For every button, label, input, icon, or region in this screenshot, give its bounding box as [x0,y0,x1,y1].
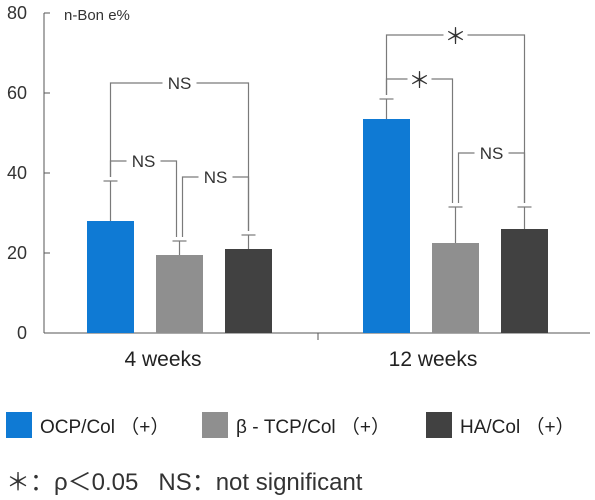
y-tick-label: 80 [7,3,27,23]
y-tick-label: 0 [17,323,27,343]
bar [225,249,272,333]
legend-swatch-ha-col [426,412,452,438]
significance-label-gap [198,174,233,180]
significance-label: NS [132,152,156,171]
significance-label: ＊ [444,24,466,49]
y-tick-label: 60 [7,83,27,103]
significance-label-gap [443,32,468,38]
significance-label-gap [126,158,161,164]
legend-label-beta-tcp-col: β - TCP/Col （+） [236,416,390,438]
legend-swatch-ocp-col [6,412,32,438]
bar [363,119,410,333]
bar [432,243,479,333]
significance-label: ＊ [408,68,430,93]
significance-label: NS [480,144,504,163]
legend-label-ha-col: HA/Col （+） [460,416,575,438]
bar [87,221,134,333]
legend-item-beta-tcp-col: β - TCP/Col （+） [202,410,390,440]
significance-label-gap [162,80,197,86]
footnote-ns: NS：not significant [158,469,363,496]
legend-label-ocp-col: OCP/Col （+） [40,416,170,438]
bar-chart: 0 20 40 60 80 n-Bon e% 4 weeks 12 weeks NS NS NS ＊ ＊… [7,3,590,371]
bar [501,229,548,333]
significance-label-gap [407,76,432,82]
significance-label-gap [474,150,509,156]
y-tick-label: 40 [7,163,27,183]
legend-item-ha-col: HA/Col （+） [426,410,575,440]
footnote-significance: ＊：ρ＜0.05 [6,469,139,496]
x-group-label: 12 weeks [389,348,478,371]
legend-swatch-beta-tcp-col [202,412,228,438]
y-axis-label: n-Bon e% [64,7,130,24]
bar [156,255,203,333]
significance-label: NS [204,168,228,187]
footnote: ＊：ρ＜0.05 NS：not significant [6,462,362,497]
legend-item-ocp-col: OCP/Col （+） [6,410,169,440]
legend: OCP/Col （+） β - TCP/Col （+） HA/Col （+） [6,410,595,446]
y-tick-label: 20 [7,243,27,263]
significance-label: NS [168,74,192,93]
x-group-label: 4 weeks [124,348,201,371]
